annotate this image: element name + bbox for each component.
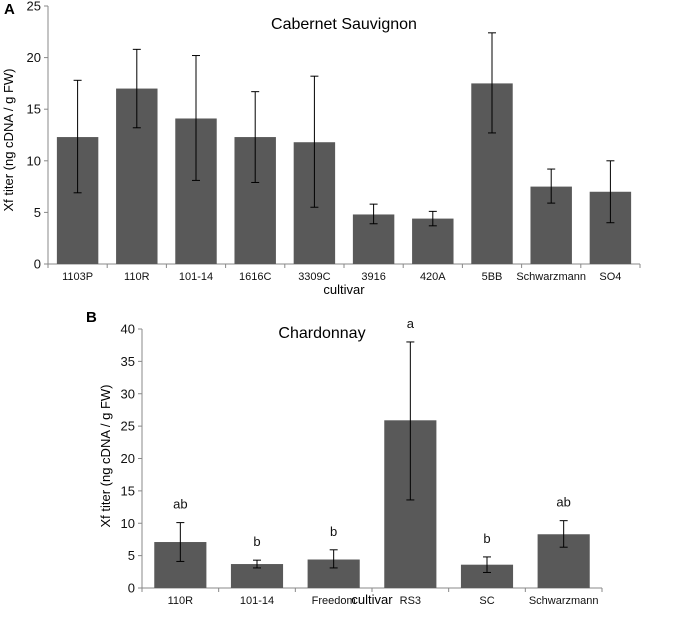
panel-a-plot-area: 0 5 10 15 20 25 1103P 110R 101-14 1616C 3309C 3916 4… <box>27 0 641 283</box>
panel-b-y-tick-label: 40 <box>121 322 135 337</box>
panel-a-x-tick-label: 101-14 <box>179 271 213 283</box>
panel-a-x-tick-label: 420A <box>420 271 446 283</box>
panel-b-y-tick-label: 0 <box>128 581 135 596</box>
panel-a-x-tick-label: 110R <box>124 271 150 283</box>
panel-b-y-tick-label: 30 <box>121 386 135 401</box>
panel-b-significance-label: b <box>330 524 337 539</box>
panel-a-x-tick-label: 3916 <box>361 271 385 283</box>
panel-a-y-tick-label: 0 <box>34 257 41 272</box>
panel-b-significance-label: b <box>483 531 490 546</box>
panel-b-y-tick-label: 35 <box>121 354 135 369</box>
panel-b-y-tick-label: 15 <box>121 483 135 498</box>
panel-a-x-tick-label: 3309C <box>298 271 330 283</box>
panel-b-y-tick-label: 20 <box>121 451 135 466</box>
panel-b-title: Chardonnay <box>278 325 365 342</box>
panel-a-y-tick-label: 15 <box>27 102 41 117</box>
panel-b-chart: B Chardonnay Xf titer (ng cDNA / g FW) c… <box>86 309 603 607</box>
panel-a-chart: A Cabernet Sauvignon Xf titer (ng cDNA /… <box>1 0 641 297</box>
panel-a-x-tick-label: Schwarzmann <box>516 271 586 283</box>
panel-b-x-tick-label: 101-14 <box>240 595 274 607</box>
panel-b-plot-area: 0510152025303540110Rab101-14bFreedombRS3… <box>121 316 603 607</box>
panel-a-y-tick-label: 5 <box>34 205 41 220</box>
panel-b-x-tick-label: Freedom <box>312 595 356 607</box>
panel-b-x-tick-label: 110R <box>168 595 194 607</box>
panel-b-y-tick-label: 25 <box>121 419 135 434</box>
panel-a-y-tick-label: 25 <box>27 0 41 14</box>
panel-b-y-tick-label: 10 <box>121 516 135 531</box>
panel-b-significance-label: b <box>253 534 260 549</box>
panel-a-x-tick-label: 1616C <box>239 271 271 283</box>
panel-a-x-axis-label: cultivar <box>323 282 365 297</box>
panel-b-x-tick-label: Schwarzmann <box>529 595 599 607</box>
panel-b-significance-label: a <box>407 316 415 331</box>
panel-a-title: Cabernet Sauvignon <box>271 16 417 33</box>
panel-a-y-tick-label: 20 <box>27 50 41 65</box>
panel-a-y-tick-label: 10 <box>27 153 41 168</box>
panel-b-x-axis-label: cultivar <box>351 592 393 607</box>
panel-b-significance-label: ab <box>556 495 570 510</box>
panel-b-bar <box>230 564 284 588</box>
panel-b-letter: B <box>86 309 97 326</box>
panel-a-y-axis-label: Xf titer (ng cDNA / g FW) <box>1 68 16 211</box>
panel-b-y-axis-label: Xf titer (ng cDNA / g FW) <box>98 384 113 527</box>
panel-b-x-tick-label: RS3 <box>400 595 421 607</box>
panel-a-x-tick-label: 1103P <box>62 271 93 283</box>
panel-b-y-tick-label: 5 <box>128 548 135 563</box>
panel-a-x-tick-label: SO4 <box>599 271 621 283</box>
panel-b-x-tick-label: SC <box>479 595 494 607</box>
panel-a-letter: A <box>4 1 15 18</box>
panel-b-significance-label: ab <box>173 497 187 512</box>
panel-b-bar <box>460 564 514 588</box>
panel-a-x-tick-label: 5BB <box>482 271 503 283</box>
